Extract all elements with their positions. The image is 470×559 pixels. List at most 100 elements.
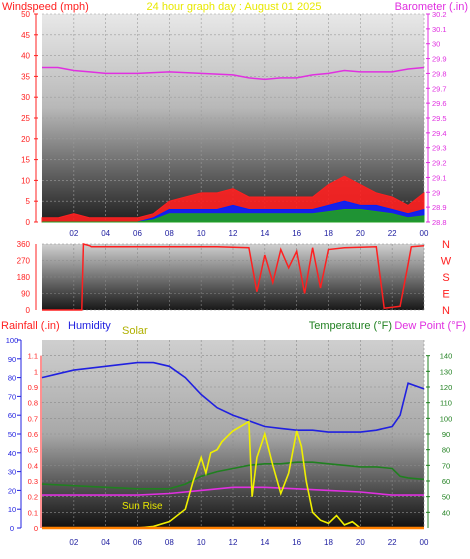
wind-direction-line — [42, 243, 425, 311]
sunrise-annotation: Sun Rise — [122, 501, 163, 512]
humidity-tick-label: 10 — [8, 505, 16, 514]
humidity-tick-label: 20 — [8, 486, 16, 495]
temperature-tick-label: 70 — [442, 461, 450, 470]
rainfall-tick-label: 1.1 — [28, 352, 38, 361]
rainfall-tick-label: 0.8 — [28, 399, 38, 408]
rainfall-tick-label: 0.1 — [28, 508, 38, 517]
temperature-tick-label: 130 — [440, 367, 453, 376]
time-tick-label: 16 — [292, 538, 301, 547]
time-tick-label: 22 — [388, 229, 397, 238]
time-tick-label: 02 — [69, 229, 78, 238]
rainfall-tick-label: 0.6 — [28, 430, 38, 439]
temperature-tick-label: 140 — [440, 352, 453, 361]
temperature-axis-label: Temperature (°F) — [309, 320, 392, 332]
windspeed-tick-label: 20 — [21, 135, 30, 144]
rainfall-tick-label: 1 — [34, 367, 38, 376]
direction-chart-grid — [42, 243, 425, 311]
humidity-tick-label: 90 — [8, 355, 16, 364]
time-tick-label: 04 — [101, 538, 110, 547]
windspeed-axis-label: Windspeed (mph) — [2, 1, 89, 13]
temperature-tick-label: 120 — [440, 383, 453, 392]
direction-chart-series — [42, 243, 425, 311]
barometer-tick-label: 29.6 — [432, 99, 447, 108]
temperature-tick-label: 50 — [442, 493, 450, 502]
time-tick-label: 02 — [69, 538, 78, 547]
time-tick-label: 12 — [229, 229, 238, 238]
barometer-tick-label: 29.1 — [432, 173, 447, 182]
barometer-tick-label: 29.5 — [432, 114, 447, 123]
time-tick-label: 08 — [165, 538, 174, 547]
direction-tick-label: 360 — [17, 240, 31, 249]
time-tick-label: 06 — [133, 229, 142, 238]
windspeed-tick-label: 45 — [21, 31, 30, 40]
barometer-tick-label: 30 — [432, 40, 440, 49]
compass-label: N — [442, 305, 450, 317]
temperature-tick-label: 110 — [440, 399, 452, 408]
wind-chart-grid — [42, 13, 425, 223]
rainfall-tick-label: 0.9 — [28, 383, 38, 392]
windspeed-tick-label: 0 — [26, 218, 31, 227]
barometer-tick-label: 29.7 — [432, 84, 447, 93]
direction-tick-label: 90 — [21, 290, 30, 299]
windspeed-tick-label: 15 — [21, 156, 30, 165]
barometer-tick-label: 28.8 — [432, 218, 447, 227]
time-tick-label: 00 — [420, 538, 429, 547]
temperature-tick-label: 90 — [442, 430, 450, 439]
dewpoint-axis-label: Dew Point (°F) — [394, 320, 466, 332]
time-tick-label: 10 — [197, 538, 206, 547]
barometer-tick-label: 28.9 — [432, 203, 447, 212]
time-tick-label: 12 — [229, 538, 238, 547]
barometer-tick-label: 30.2 — [432, 10, 447, 19]
time-tick-label: 14 — [260, 538, 269, 547]
time-tick-label: 04 — [101, 229, 110, 238]
barometer-tick-label: 29 — [432, 188, 440, 197]
barometer-tick-label: 29.3 — [432, 144, 447, 153]
wind-chart-axes: 0 5 10 15 20 25 30 35 40 45 50 28.8 28.9 29 29.1 29.2 29… — [21, 10, 447, 238]
rainfall-tick-label: 0.3 — [28, 477, 38, 486]
windspeed-tick-label: 35 — [21, 72, 30, 81]
compass-label: E — [442, 289, 449, 301]
climate-chart-series — [41, 361, 425, 530]
chart-title: 24 hour graph day : August 01 2025 — [147, 1, 322, 13]
humidity-tick-label: 50 — [8, 430, 16, 439]
time-tick-label: 18 — [324, 229, 333, 238]
barometer-tick-label: 29.9 — [432, 55, 447, 64]
rainfall-tick-label: 0.2 — [28, 493, 38, 502]
time-tick-label: 14 — [260, 229, 269, 238]
windspeed-tick-label: 5 — [26, 197, 31, 206]
solar-axis-label: Solar — [122, 325, 148, 337]
humidity-tick-label: 70 — [8, 392, 16, 401]
solar-line — [137, 420, 361, 529]
humidity-tick-label: 40 — [8, 449, 16, 458]
time-tick-label: 22 — [388, 538, 397, 547]
time-tick-label: 10 — [197, 229, 206, 238]
time-tick-label: 18 — [324, 538, 333, 547]
humidity-line — [41, 361, 425, 433]
direction-tick-label: 270 — [17, 257, 31, 266]
wind-chart-series — [41, 66, 425, 223]
barometer-tick-label: 29.2 — [432, 159, 447, 168]
barometer-tick-label: 29.8 — [432, 69, 447, 78]
compass-label: N — [442, 239, 450, 251]
barometer-tick-label: 30.1 — [432, 25, 447, 34]
barometer-axis-label: Barometer (.in) — [395, 1, 468, 13]
windspeed-tick-label: 10 — [21, 176, 30, 185]
rainfall-tick-label: 0.4 — [28, 461, 38, 470]
humidity-axis-label: Humidity — [68, 320, 111, 332]
windspeed-tick-label: 25 — [21, 114, 30, 123]
humidity-tick-label: 0 — [10, 524, 14, 533]
time-tick-label: 16 — [292, 229, 301, 238]
direction-tick-label: 180 — [17, 273, 31, 282]
temperature-tick-label: 80 — [442, 446, 450, 455]
time-tick-label: 06 — [133, 538, 142, 547]
humidity-tick-label: 30 — [8, 468, 16, 477]
barometer-tick-label: 29.4 — [432, 129, 447, 138]
temperature-tick-label: 60 — [442, 477, 450, 486]
humidity-tick-label: 80 — [8, 374, 16, 383]
rainfall-tick-label: 0.5 — [28, 446, 38, 455]
windspeed-tick-label: 30 — [21, 93, 30, 102]
compass-label: W — [441, 256, 452, 268]
windspeed-tick-label: 50 — [21, 10, 30, 19]
